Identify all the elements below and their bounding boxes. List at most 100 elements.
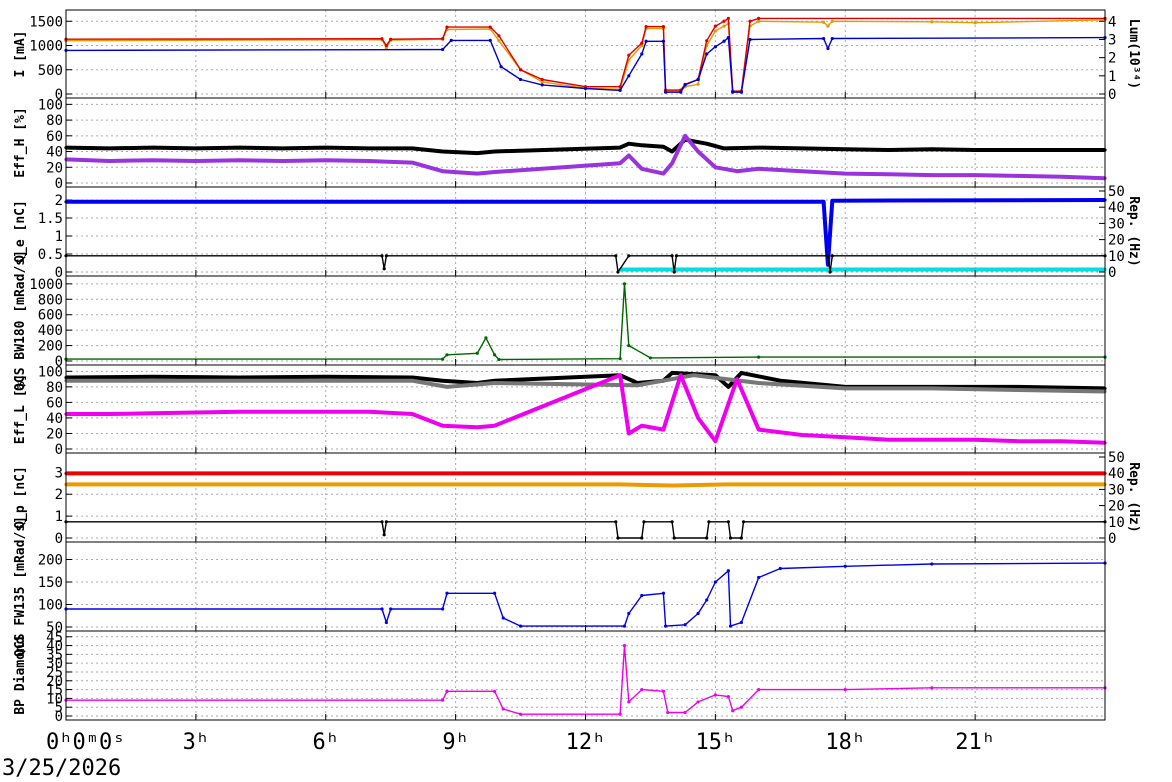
data-point [618,482,622,486]
data-point [726,695,730,699]
data-point [384,254,388,258]
data-point [367,159,371,163]
data-point [280,146,285,150]
data-point [614,520,618,524]
data-point [324,146,328,150]
data-point [705,52,709,56]
data-point [237,410,241,414]
data-point [670,471,674,476]
data-point [445,591,449,595]
data-point [627,343,631,348]
data-point [661,145,666,149]
data-point [778,379,782,383]
y-axis-label: Q_e [nC] [13,200,28,263]
data-point [410,379,414,383]
data-point [441,47,445,52]
y-tick-label: 80 [46,380,63,396]
y-right-tick-label: 4 [1108,14,1116,30]
data-point [384,43,388,48]
series-line [66,644,1105,715]
data-point [627,74,631,78]
data-point [622,643,627,648]
data-point [707,520,711,524]
y-tick-label: 35 [46,647,63,663]
data-point [384,620,388,625]
data-point [618,357,622,361]
data-point [518,712,523,716]
data-point [713,693,717,697]
data-point [661,171,666,176]
data-point [843,687,847,692]
data-point [492,689,497,693]
data-point [518,68,523,72]
data-point [492,200,497,204]
y-right-tick-label: 1 [1108,69,1116,85]
data-point [696,416,700,420]
data-point [739,371,743,375]
data-point [640,687,644,692]
y-right-axis-label: Rep. (Hz) [1126,462,1141,532]
data-point [757,16,761,20]
data-point [618,471,622,476]
y-tick-label: 150 [38,575,63,591]
data-point [973,173,977,177]
data-point [410,375,414,380]
data-point [640,536,644,540]
data-point [663,624,668,628]
data-point [713,580,717,584]
data-point [830,36,834,41]
data-point [627,700,631,704]
data-point [973,438,977,442]
panel-frame [65,9,1106,99]
y-tick-label: 100 [38,598,63,614]
data-point [445,689,449,693]
data-point [670,149,674,154]
data-point [728,536,733,540]
data-point [618,85,622,89]
y-tick-label: 500 [38,63,63,79]
data-point [107,159,111,163]
data-point [739,620,743,625]
y-tick-label: 200 [38,339,63,355]
data-point [826,254,830,258]
data-point [627,53,631,57]
data-point [237,379,241,383]
data-point [843,386,847,391]
y-tick-label: 0 [55,265,63,281]
data-point [540,77,544,82]
data-point [380,254,384,258]
data-point [640,41,644,45]
data-point [822,20,826,24]
data-point [930,147,934,151]
data-point [886,172,891,176]
y-tick-label: 1000 [29,277,63,293]
series-line [66,373,1106,394]
y-tick-label: 0 [55,176,63,192]
data-point [828,270,832,274]
data-point [499,65,503,69]
data-point [692,373,696,377]
data-point [518,77,523,82]
data-point [930,438,934,442]
data-point [644,39,648,43]
data-point [726,36,730,40]
data-point [696,77,700,82]
y-right-tick-label: 40 [1108,200,1125,216]
data-point [757,355,761,359]
data-point [150,375,155,379]
data-point [237,200,241,204]
x-tick-label: 3ʰ [183,730,210,755]
y-tick-label: 60 [46,129,63,145]
series-line [66,482,1105,488]
data-point [670,371,674,375]
data-point [930,686,934,690]
data-point [705,536,709,540]
y-right-tick-label: 10 [1108,515,1125,531]
data-point [441,698,445,702]
data-point [441,37,445,41]
data-point [713,45,717,49]
data-point [280,410,285,414]
y-tick-label: 1000 [29,39,63,55]
data-point [237,158,241,162]
y-tick-label: 15 [46,683,63,699]
